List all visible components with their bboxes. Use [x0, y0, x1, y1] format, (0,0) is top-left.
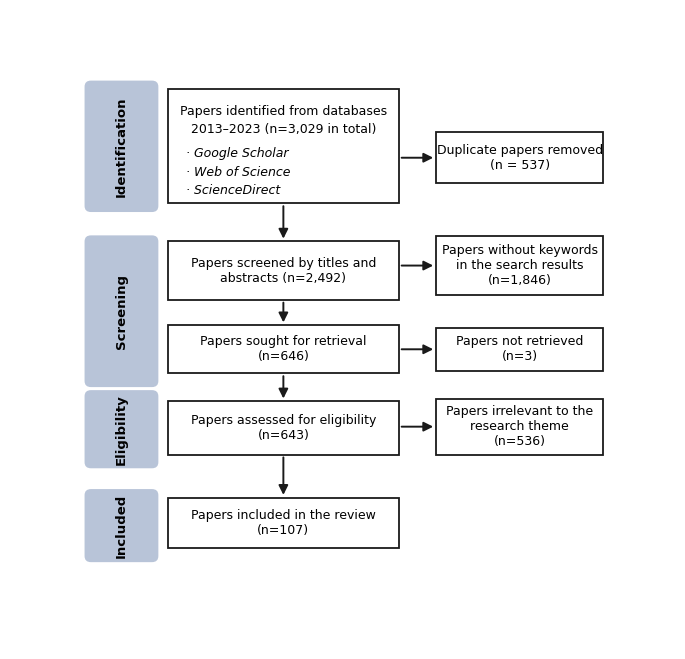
- FancyBboxPatch shape: [84, 235, 158, 387]
- Text: Included: Included: [115, 494, 128, 558]
- Text: Screening: Screening: [115, 273, 128, 349]
- FancyBboxPatch shape: [84, 489, 158, 562]
- Bar: [168, 89, 399, 204]
- FancyBboxPatch shape: [84, 80, 158, 212]
- Text: Papers identified from databases: Papers identified from databases: [180, 105, 387, 118]
- Bar: [436, 237, 603, 295]
- Bar: [168, 241, 399, 300]
- Bar: [168, 325, 399, 374]
- Text: · Web of Science: · Web of Science: [186, 165, 291, 179]
- Bar: [168, 498, 399, 548]
- Text: Papers screened by titles and
abstracts (n=2,492): Papers screened by titles and abstracts …: [190, 256, 376, 285]
- Text: 2013–2023 (n=3,029 in total): 2013–2023 (n=3,029 in total): [190, 123, 376, 136]
- Text: Duplicate papers removed
(n = 537): Duplicate papers removed (n = 537): [436, 144, 603, 172]
- Text: Papers irrelevant to the
research theme
(n=536): Papers irrelevant to the research theme …: [446, 405, 593, 448]
- Bar: [436, 399, 603, 455]
- Bar: [436, 328, 603, 371]
- Bar: [436, 132, 603, 183]
- Bar: [168, 401, 399, 455]
- Text: Identification: Identification: [115, 96, 128, 196]
- Text: Papers not retrieved
(n=3): Papers not retrieved (n=3): [456, 335, 584, 363]
- Text: Papers without keywords
in the search results
(n=1,846): Papers without keywords in the search re…: [442, 244, 597, 287]
- Text: Papers assessed for eligibility
(n=643): Papers assessed for eligibility (n=643): [190, 414, 376, 442]
- FancyBboxPatch shape: [84, 390, 158, 469]
- Text: · Google Scholar: · Google Scholar: [186, 147, 289, 160]
- Text: · ScienceDirect: · ScienceDirect: [186, 184, 281, 197]
- Text: Eligibility: Eligibility: [115, 394, 128, 465]
- Text: Papers sought for retrieval
(n=646): Papers sought for retrieval (n=646): [200, 335, 366, 363]
- Text: Papers included in the review
(n=107): Papers included in the review (n=107): [191, 509, 376, 537]
